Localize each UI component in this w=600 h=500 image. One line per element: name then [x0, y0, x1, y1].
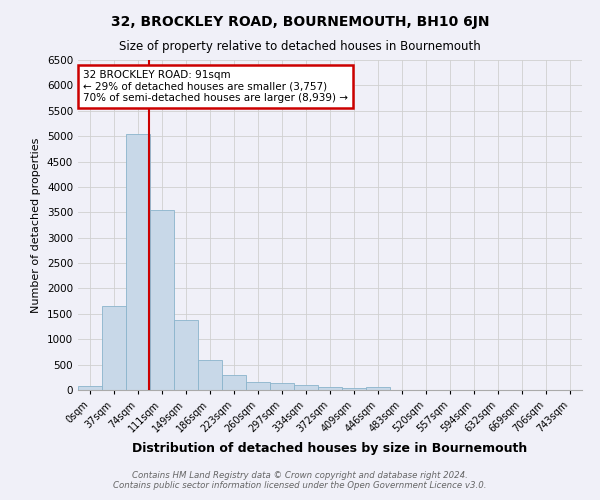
Bar: [198, 360, 222, 390]
Bar: [318, 388, 342, 390]
Bar: [342, 388, 366, 390]
Text: Size of property relative to detached houses in Bournemouth: Size of property relative to detached ho…: [119, 40, 481, 53]
Bar: [222, 375, 246, 390]
Bar: [174, 320, 198, 390]
X-axis label: Distribution of detached houses by size in Bournemouth: Distribution of detached houses by size …: [133, 442, 527, 456]
Bar: [366, 387, 390, 390]
Text: 32, BROCKLEY ROAD, BOURNEMOUTH, BH10 6JN: 32, BROCKLEY ROAD, BOURNEMOUTH, BH10 6JN: [111, 15, 489, 29]
Bar: [102, 306, 126, 390]
Text: Contains HM Land Registry data © Crown copyright and database right 2024.
Contai: Contains HM Land Registry data © Crown c…: [113, 470, 487, 490]
Bar: [126, 134, 150, 390]
Bar: [150, 210, 174, 390]
Bar: [270, 383, 294, 390]
Bar: [78, 386, 102, 390]
Text: 32 BROCKLEY ROAD: 91sqm
← 29% of detached houses are smaller (3,757)
70% of semi: 32 BROCKLEY ROAD: 91sqm ← 29% of detache…: [83, 70, 348, 103]
Y-axis label: Number of detached properties: Number of detached properties: [31, 138, 41, 312]
Bar: [294, 386, 318, 390]
Bar: [246, 382, 270, 390]
